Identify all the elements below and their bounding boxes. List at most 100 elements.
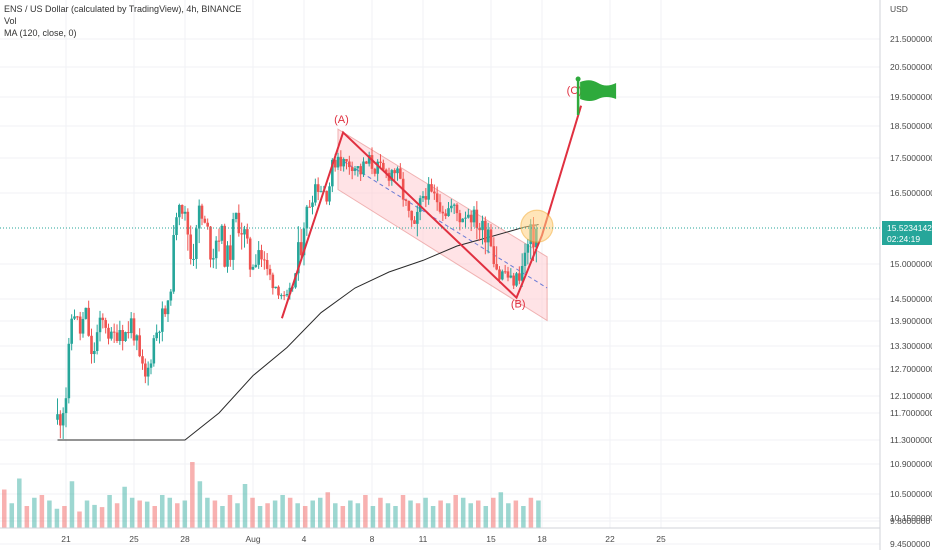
candle-body (73, 316, 76, 319)
candle-body (353, 168, 357, 172)
time-tick-label: 25 (129, 534, 139, 544)
candle-body (223, 225, 226, 267)
candle-body (515, 273, 518, 286)
volume-bar (370, 506, 376, 528)
volume-bar (17, 478, 22, 528)
volume-bar (175, 503, 180, 528)
time-tick-label: 21 (61, 534, 71, 544)
candle-body (492, 246, 496, 265)
volume-bar (415, 503, 421, 528)
symbol-title[interactable]: ENS / US Dollar (calculated by TradingVi… (4, 4, 242, 14)
candle-body (226, 245, 229, 267)
price-tick-label: 9.4500000 (890, 539, 930, 549)
volume-bar (333, 503, 338, 528)
candle-body (263, 259, 266, 261)
candle-body (348, 161, 351, 168)
candle-body (197, 205, 201, 229)
candle-body (427, 184, 430, 200)
candle-body (64, 398, 68, 414)
candle-body (271, 274, 275, 289)
volume-bar (250, 497, 255, 528)
candle-body (384, 169, 388, 173)
candle-body (316, 184, 320, 192)
candle-body (61, 413, 65, 426)
time-tick-label: 11 (419, 534, 428, 544)
candle-body (503, 271, 507, 273)
candle-body (251, 266, 255, 270)
candle-body (421, 196, 425, 199)
candle-body (268, 268, 272, 275)
candle-body (486, 229, 490, 243)
volume-bar (257, 506, 263, 528)
price-tick-label: 13.9000000 (890, 316, 932, 326)
candle-body (104, 320, 107, 328)
candle-body (146, 367, 150, 377)
volume-bar (69, 481, 75, 528)
candle-body (430, 184, 433, 192)
volume-bar (24, 506, 30, 528)
candle-body (373, 168, 377, 174)
candle-body (509, 275, 513, 278)
candle-body (325, 190, 328, 202)
candle-body (237, 212, 241, 234)
price-axis[interactable]: USD 21.5000000 20.5000000 19.5000000 18.500… (890, 4, 932, 549)
candle-body (469, 214, 473, 223)
candle-body (441, 211, 445, 214)
breakout-highlight-circle (520, 209, 554, 243)
candle-body (512, 275, 515, 286)
candle-body (260, 250, 263, 260)
time-tick-label: 28 (180, 534, 190, 544)
volume-bar (325, 492, 331, 528)
candle-body (331, 159, 334, 187)
volume-bar (2, 489, 7, 528)
candle-body (435, 193, 439, 203)
volume-bars (2, 462, 541, 528)
candle-body (362, 161, 365, 175)
candle-body (152, 338, 156, 364)
candle-body (498, 269, 501, 280)
ma-120-line (57, 224, 539, 441)
candle-body (484, 220, 487, 243)
price-tick-label: 18.5000000 (890, 121, 932, 131)
volume-bar (460, 497, 466, 528)
candle-body (302, 228, 306, 256)
volume-bar (400, 495, 406, 528)
candle-body (124, 332, 127, 341)
volume-bar (468, 503, 473, 528)
volume-bar (54, 508, 60, 528)
candle-body (452, 204, 456, 206)
candle-body (220, 225, 224, 241)
candle-body (523, 252, 527, 266)
volume-indicator-label[interactable]: Vol (4, 16, 17, 26)
candle-body (438, 202, 442, 212)
candle-body (90, 335, 93, 355)
volume-bar (513, 500, 519, 528)
candle-body (56, 414, 59, 420)
volume-bar (445, 503, 451, 528)
ma-indicator-label[interactable]: MA (120, close, 0) (4, 28, 77, 38)
time-axis[interactable]: 21 25 28 Aug 4 8 11 15 18 22 25 (61, 534, 666, 544)
candle-body (172, 235, 175, 292)
candle-body (518, 273, 521, 281)
candle-body (444, 213, 447, 217)
candle-body (265, 260, 269, 269)
volume-bar (122, 486, 127, 528)
volume-bar (438, 500, 443, 528)
candle-body (299, 242, 303, 256)
moving-average-line (57, 224, 539, 441)
candle-body (110, 331, 113, 339)
price-tick-label: 17.5000000 (890, 153, 932, 163)
candle-body (59, 414, 62, 426)
candle-countdown: 02:24:19 (887, 234, 920, 244)
volume-bar (235, 503, 240, 528)
wave-label: (C) (567, 85, 582, 97)
horizontal-gridlines (0, 38, 880, 545)
volume-bar (62, 506, 67, 528)
candle-body (506, 271, 510, 278)
candle-body (370, 155, 374, 169)
current-price-tag (882, 221, 932, 245)
volume-bar (272, 500, 278, 528)
candle-body (489, 229, 493, 247)
candle-body (178, 204, 181, 218)
